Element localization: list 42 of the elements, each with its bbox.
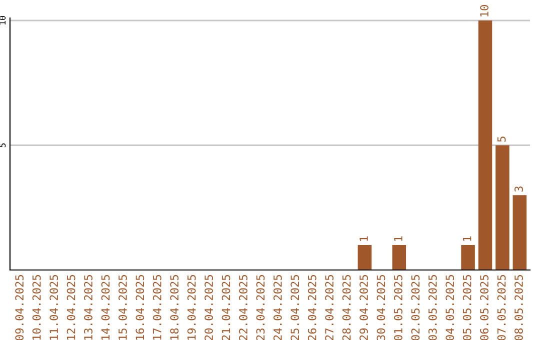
x-tick-label: 13.04.2025	[84, 275, 92, 340]
x-tick-label: 07.05.2025	[497, 275, 506, 340]
x-tick-label: 03.05.2025	[428, 275, 437, 340]
x-tick-label: 19.04.2025	[187, 275, 196, 340]
x-tick-label: 26.04.2025	[308, 275, 316, 340]
x-tick-label: 30.04.2025	[376, 275, 386, 340]
x-tick-label: 09.04.2025	[15, 275, 24, 340]
x-tick-label: 08.05.2025	[514, 275, 523, 340]
bar	[512, 195, 527, 270]
x-tick-label: 27.04.2025	[325, 275, 334, 340]
x-tick-label: 28.04.2025	[342, 275, 351, 340]
x-tick-label: 23.04.2025	[256, 275, 265, 340]
x-tick-label: 20.04.2025	[204, 275, 213, 340]
x-tick-label: 10.04.2025	[32, 275, 41, 340]
data-label: 10	[480, 5, 488, 16]
x-tick-label: 18.04.2025	[170, 275, 179, 340]
x-tick-label: 11.04.2025	[50, 275, 58, 340]
data-label: 1	[360, 236, 368, 241]
x-tick-label: 22.04.2025	[239, 275, 248, 340]
data-label: 1	[463, 236, 472, 241]
x-tick-label: 25.04.2025	[290, 275, 300, 340]
x-tick-label: 15.04.2025	[118, 275, 127, 340]
x-tick-label: 14.04.2025	[101, 275, 110, 340]
x-tick-label: 29.04.2025	[360, 275, 368, 340]
x-tick-label: 16.04.2025	[136, 275, 144, 340]
x-tick-label: 21.04.2025	[222, 275, 230, 340]
bar	[478, 20, 492, 270]
x-tick-label: 12.04.2025	[66, 275, 76, 340]
x-tick-label: 05.05.2025	[462, 275, 472, 340]
x-tick-label: 06.05.2025	[480, 275, 488, 340]
data-label: 1	[394, 236, 402, 241]
bar	[461, 245, 475, 270]
x-tick-label: 02.05.2025	[411, 275, 420, 340]
x-tick-label: 04.05.2025	[446, 275, 454, 340]
bar	[392, 245, 406, 270]
data-label: 5	[497, 136, 506, 142]
bar	[496, 145, 510, 270]
x-tick-label: 01.05.2025	[394, 275, 402, 340]
x-tick-label: 17.04.2025	[152, 275, 162, 340]
bar	[358, 245, 372, 270]
x-tick-label: 24.04.2025	[273, 275, 282, 340]
data-label: 3	[514, 186, 523, 192]
